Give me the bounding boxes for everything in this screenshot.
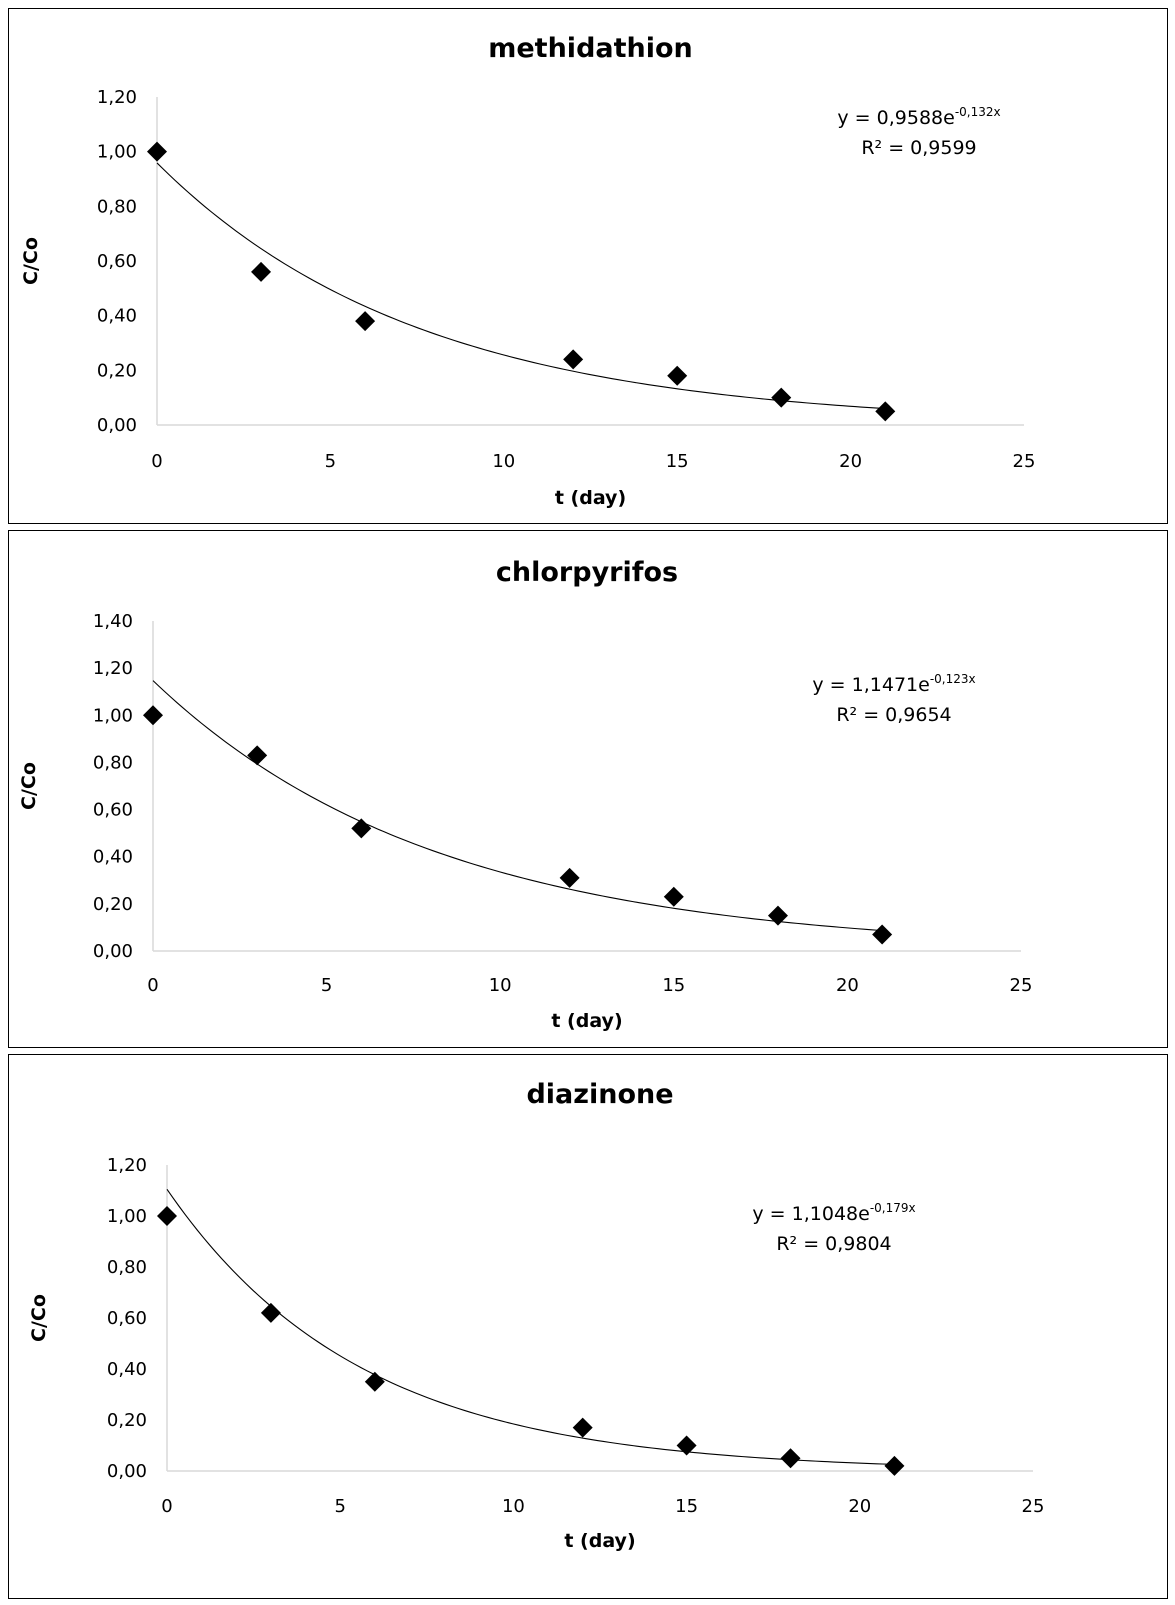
x-tick-label: 10: [502, 1496, 525, 1517]
chlorpyrifos-chart: chlorpyrifos 0,00 0,20 0,40 0,60 0,80 1,00 1,20…: [18, 557, 1033, 1032]
trendline: [152, 680, 883, 932]
y-tick-label: 0,40: [97, 306, 137, 327]
y-axis-label: C/Co: [28, 1294, 50, 1342]
y-tick-label: 1,20: [97, 87, 137, 108]
r-squared-label: R² = 0,9599: [861, 137, 976, 159]
trendline-equation: y = 0,9588e-0,132x: [837, 105, 1000, 129]
data-point: [563, 349, 584, 370]
chart-panel-diazinone: diazinone 0,00 0,20 0,40 0,60 0,80 1,00 1,20 0 5 1…: [8, 1054, 1168, 1599]
equation-base: y = 0,9588e: [837, 107, 954, 129]
y-tick-label: 0,00: [107, 1461, 147, 1482]
data-point: [157, 1206, 177, 1226]
data-point: [247, 745, 268, 766]
data-point: [663, 886, 684, 907]
y-tick-label: 0,40: [107, 1359, 147, 1380]
r-squared-label: R² = 0,9804: [776, 1233, 891, 1255]
y-tick-label: 0,80: [107, 1257, 147, 1278]
x-tick-label: 15: [666, 451, 689, 472]
chart-panel-methidathion: methidathion 0,00 0,20 0,40 0,60 0,80 1,00 1,20…: [8, 8, 1168, 524]
y-tick-label: 0,40: [93, 847, 133, 868]
data-point: [676, 1435, 697, 1456]
x-tick-label: 15: [662, 975, 685, 996]
y-tick-label: 0,80: [93, 752, 133, 773]
data-point: [147, 141, 167, 162]
diazinone-chart: diazinone 0,00 0,20 0,40 0,60 0,80 1,00 1,20 0 5 1…: [28, 1079, 1045, 1552]
equation-exponent: -0,123x: [930, 672, 976, 686]
trendline: [156, 162, 886, 410]
equation-base: y = 1,1048e: [752, 1203, 869, 1225]
y-tick-label: 0,60: [93, 800, 133, 821]
data-point: [875, 401, 896, 422]
y-tick-label: 0,60: [107, 1308, 147, 1329]
data-point: [572, 1417, 593, 1438]
y-tick-label: 1,20: [107, 1155, 147, 1176]
y-tick-label: 0,00: [93, 941, 133, 962]
x-tick-label: 20: [836, 975, 859, 996]
y-tick-label: 1,00: [107, 1206, 147, 1227]
y-tick-label: 1,00: [97, 142, 137, 163]
y-tick-label: 0,20: [107, 1410, 147, 1431]
methidathion-chart: methidathion 0,00 0,20 0,40 0,60 0,80 1,00 1,20…: [20, 33, 1036, 509]
trendline: [166, 1188, 895, 1465]
y-tick-label: 0,20: [97, 360, 137, 381]
data-point: [767, 905, 788, 926]
x-tick-label: 5: [325, 451, 336, 472]
y-tick-label: 0,00: [97, 415, 137, 436]
x-tick-label: 10: [492, 451, 515, 472]
equation-exponent: -0,179x: [870, 1201, 916, 1215]
y-tick-label: 0,60: [97, 251, 137, 272]
data-point: [251, 261, 272, 282]
data-point: [771, 387, 792, 408]
x-tick-label: 20: [839, 451, 862, 472]
r-squared-label: R² = 0,9654: [836, 704, 951, 726]
data-point: [355, 311, 376, 332]
x-tick-label: 0: [151, 451, 162, 472]
x-tick-label: 25: [1010, 975, 1033, 996]
chart-title: chlorpyrifos: [496, 557, 678, 588]
y-tick-label: 1,40: [93, 611, 133, 632]
y-tick-label: 0,20: [93, 894, 133, 915]
equation-exponent: -0,132x: [955, 105, 1001, 119]
x-tick-label: 15: [675, 1496, 698, 1517]
equation-base: y = 1,1471e: [812, 674, 929, 696]
x-tick-label: 25: [1022, 1496, 1045, 1517]
chart-title: methidathion: [488, 33, 693, 64]
data-point: [559, 867, 580, 888]
x-tick-label: 10: [489, 975, 512, 996]
chart-title: diazinone: [526, 1079, 673, 1110]
x-axis-label: t (day): [551, 1010, 622, 1032]
x-tick-label: 0: [147, 975, 158, 996]
x-tick-label: 20: [848, 1496, 871, 1517]
data-point: [884, 1455, 905, 1476]
chart-panel-chlorpyrifos: chlorpyrifos 0,00 0,20 0,40 0,60 0,80 1,00 1,20…: [8, 530, 1168, 1048]
data-point: [872, 924, 893, 945]
data-point: [143, 705, 163, 726]
x-tick-label: 5: [321, 975, 332, 996]
data-point: [667, 365, 688, 386]
y-tick-label: 1,20: [93, 658, 133, 679]
data-point: [351, 818, 372, 839]
x-tick-label: 5: [334, 1496, 345, 1517]
y-tick-label: 1,00: [93, 705, 133, 726]
data-point: [364, 1371, 385, 1392]
x-tick-label: 25: [1013, 451, 1036, 472]
data-point: [780, 1448, 801, 1469]
trendline-equation: y = 1,1048e-0,179x: [752, 1201, 915, 1225]
x-tick-label: 0: [161, 1496, 172, 1517]
x-axis-label: t (day): [555, 487, 626, 509]
y-axis-label: C/Co: [18, 762, 40, 810]
y-axis-label: C/Co: [20, 237, 42, 285]
x-axis-label: t (day): [564, 1530, 635, 1552]
y-tick-label: 0,80: [97, 196, 137, 217]
trendline-equation: y = 1,1471e-0,123x: [812, 672, 975, 696]
data-point: [260, 1302, 281, 1323]
